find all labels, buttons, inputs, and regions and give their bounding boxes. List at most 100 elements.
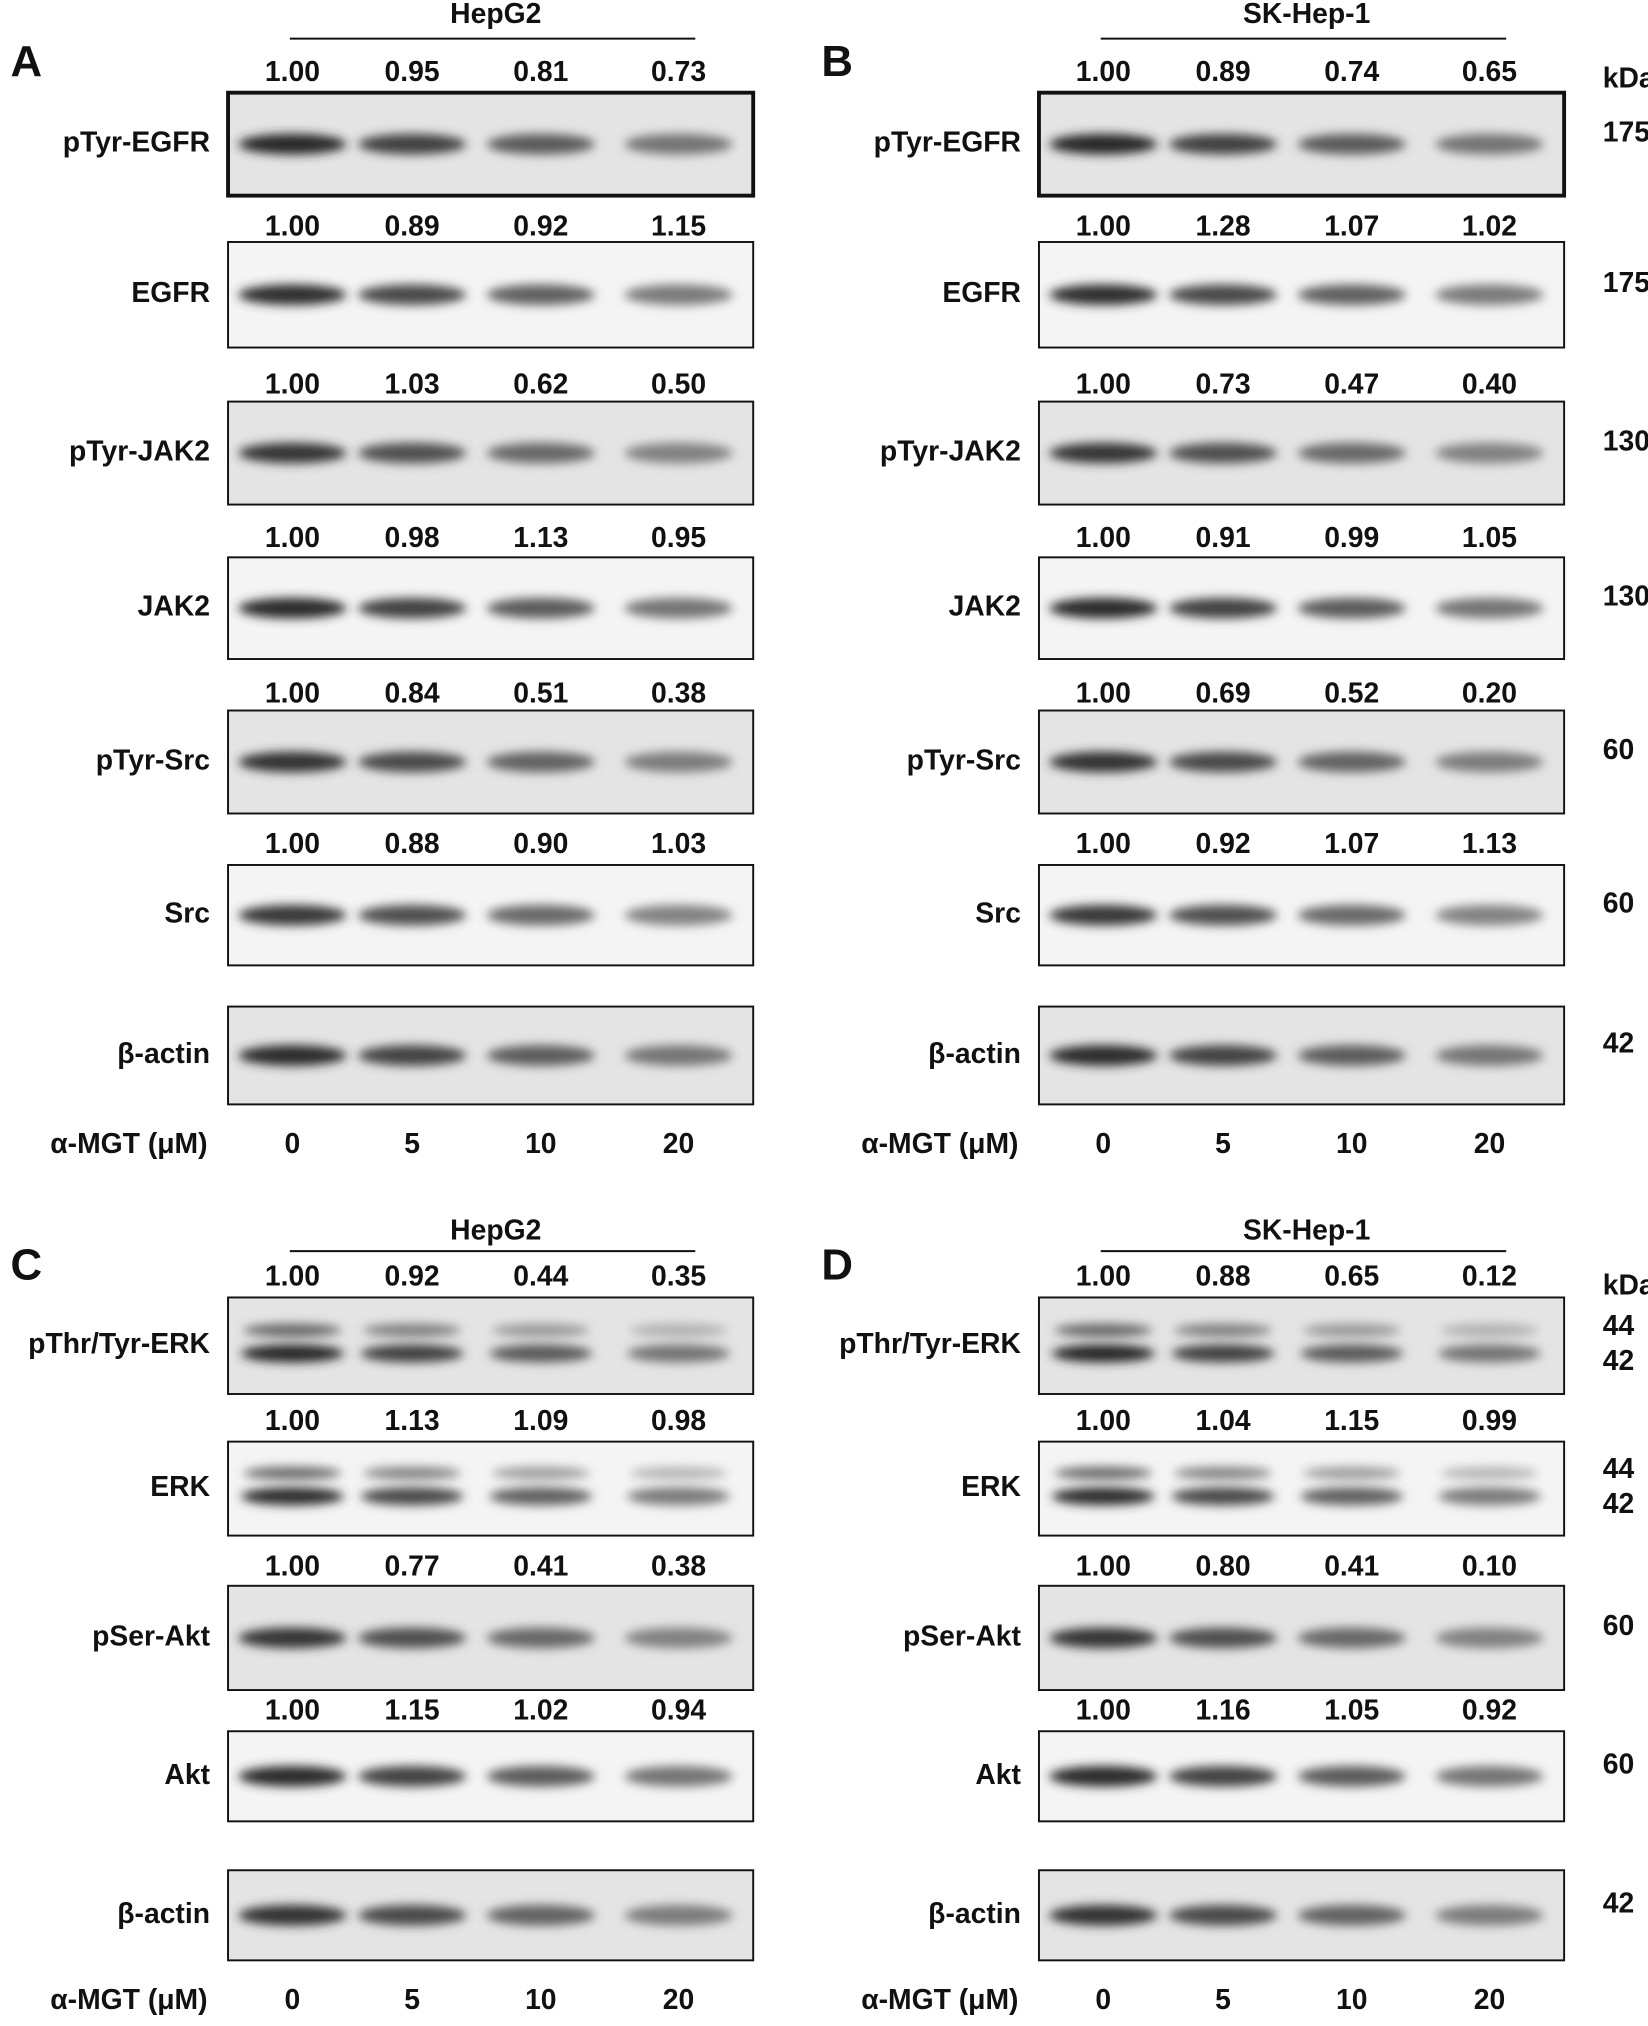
kda-marker: 60	[1603, 1747, 1634, 1779]
band	[1435, 442, 1544, 464]
band	[486, 904, 595, 926]
blot-label: EGFR	[942, 276, 1021, 308]
blot-label: Akt	[164, 1758, 210, 1790]
blot-frame	[227, 864, 755, 967]
band	[358, 1045, 467, 1066]
blot-label: pThr/Tyr-ERK	[839, 1327, 1021, 1359]
kda-marker: 44	[1603, 1452, 1635, 1484]
blot	[226, 90, 756, 198]
blot-frame	[227, 1869, 755, 1962]
band	[1440, 1323, 1539, 1337]
band	[360, 1344, 464, 1363]
band	[1049, 904, 1158, 926]
treatment-label: α-MGT (μM)	[50, 1983, 207, 2015]
blot-label: pTyr-JAK2	[880, 435, 1021, 467]
quantification: 0.91	[1195, 521, 1250, 553]
band	[363, 1323, 462, 1337]
band	[1300, 1344, 1404, 1363]
band	[1051, 1487, 1155, 1506]
band	[358, 133, 467, 155]
blot-label: ERK	[961, 1470, 1021, 1502]
quantification: 0.35	[651, 1260, 706, 1292]
band	[1168, 1627, 1278, 1649]
quantification: 1.13	[385, 1404, 440, 1436]
dose: 5	[1215, 1983, 1231, 2015]
band	[1300, 1487, 1404, 1506]
band	[1049, 442, 1158, 464]
band	[624, 904, 733, 926]
band	[1168, 442, 1278, 464]
band	[486, 133, 595, 155]
blot	[227, 1440, 755, 1537]
quantification: 0.90	[513, 827, 568, 859]
quantification: 1.00	[1076, 55, 1131, 87]
quantification: 0.88	[1195, 1260, 1250, 1292]
quantification: 1.00	[1076, 1549, 1131, 1581]
band	[1174, 1466, 1272, 1480]
band	[624, 284, 733, 306]
blot-frame	[227, 709, 755, 815]
dose: 0	[285, 1127, 301, 1159]
band	[1435, 597, 1544, 619]
blot-label: pTyr-EGFR	[63, 126, 210, 158]
band	[1435, 751, 1544, 773]
band	[1051, 1344, 1155, 1363]
band	[238, 442, 347, 464]
quantification: 0.84	[385, 677, 440, 709]
panel-letter: B	[821, 37, 853, 86]
band	[1297, 597, 1406, 619]
quantification: 0.44	[513, 1260, 568, 1292]
quantification: 0.10	[1462, 1549, 1517, 1581]
band	[486, 1905, 595, 1926]
band	[238, 1765, 347, 1787]
band	[1435, 904, 1544, 926]
blot-frame	[226, 90, 756, 198]
blot	[1037, 556, 1566, 660]
quantification: 1.13	[1462, 827, 1517, 859]
blot-label: pTyr-Src	[96, 743, 210, 775]
band	[624, 1045, 733, 1066]
blot-frame	[1037, 1440, 1566, 1537]
quantification: 1.04	[1195, 1404, 1250, 1436]
band	[1297, 442, 1406, 464]
blot	[227, 241, 755, 349]
quantification: 0.73	[1195, 368, 1250, 400]
blot-label: pSer-Akt	[903, 1619, 1022, 1651]
blot-frame	[1037, 400, 1566, 506]
quantification: 1.03	[651, 827, 706, 859]
quantification: 1.00	[265, 1549, 320, 1581]
band	[1302, 1323, 1401, 1337]
blot-label: JAK2	[138, 590, 210, 622]
quantification: 1.05	[1462, 521, 1517, 553]
dose: 5	[1215, 1127, 1231, 1159]
blot-frame	[227, 1296, 755, 1395]
band	[238, 597, 347, 619]
quantification: 0.65	[1324, 1260, 1379, 1292]
kda-unit: kDa	[1603, 61, 1648, 93]
band	[486, 1765, 595, 1787]
band	[486, 1045, 595, 1066]
band	[238, 1045, 347, 1066]
quantification: 0.47	[1324, 368, 1379, 400]
band	[360, 1487, 464, 1506]
blot	[1037, 1440, 1566, 1537]
quantification: 1.07	[1324, 209, 1379, 241]
quantification: 0.92	[1462, 1693, 1517, 1725]
band	[238, 133, 347, 155]
dose: 0	[285, 1983, 301, 2015]
panel-letter: D	[821, 1240, 853, 1289]
dose: 20	[663, 1983, 694, 2015]
blot-label: EGFR	[131, 276, 210, 308]
quantification: 1.00	[1076, 521, 1131, 553]
treatment-label: α-MGT (μM)	[50, 1127, 207, 1159]
band	[1168, 133, 1278, 155]
blot	[1037, 241, 1566, 349]
band	[1435, 1627, 1544, 1649]
band	[1049, 751, 1158, 773]
kda-marker: 44	[1603, 1309, 1635, 1341]
band	[486, 284, 595, 306]
band	[1297, 751, 1406, 773]
band	[1435, 284, 1544, 306]
quantification: 1.00	[265, 521, 320, 553]
band	[1435, 1045, 1544, 1066]
